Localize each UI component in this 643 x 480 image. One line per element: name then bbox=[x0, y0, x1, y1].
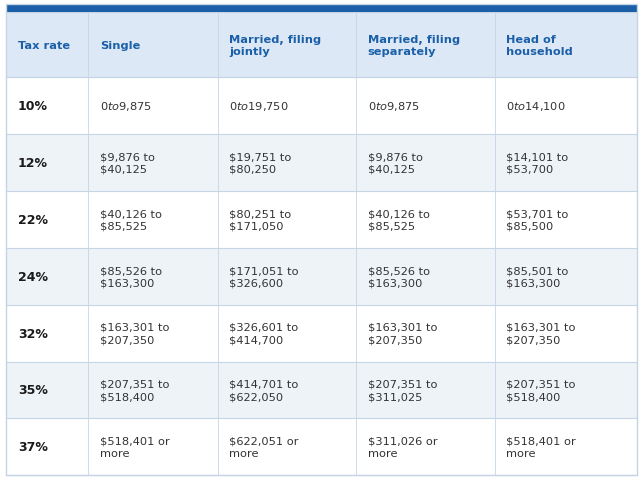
Bar bbox=[6, 305, 637, 362]
Bar bbox=[6, 419, 637, 475]
Text: $207,351 to
$311,025: $207,351 to $311,025 bbox=[368, 379, 437, 401]
Text: Single: Single bbox=[100, 41, 140, 51]
Text: 37%: 37% bbox=[18, 440, 48, 453]
Text: $518,401 or
more: $518,401 or more bbox=[506, 436, 576, 458]
Text: Tax rate: Tax rate bbox=[18, 41, 70, 51]
Text: 24%: 24% bbox=[18, 270, 48, 283]
Bar bbox=[6, 362, 637, 419]
Text: $0 to $14,100: $0 to $14,100 bbox=[506, 100, 566, 113]
Text: $40,126 to
$85,525: $40,126 to $85,525 bbox=[368, 209, 430, 231]
Text: 32%: 32% bbox=[18, 327, 48, 340]
Text: $53,701 to
$85,500: $53,701 to $85,500 bbox=[506, 209, 568, 231]
Text: $311,026 or
more: $311,026 or more bbox=[368, 436, 437, 458]
Text: $326,601 to
$414,700: $326,601 to $414,700 bbox=[229, 322, 298, 345]
Text: Head of
household: Head of household bbox=[506, 35, 573, 57]
Bar bbox=[6, 78, 637, 135]
Text: $207,351 to
$518,400: $207,351 to $518,400 bbox=[506, 379, 575, 401]
Text: $85,501 to
$163,300: $85,501 to $163,300 bbox=[506, 265, 568, 288]
Text: $171,051 to
$326,600: $171,051 to $326,600 bbox=[229, 265, 298, 288]
Text: Married, filing
separately: Married, filing separately bbox=[368, 35, 460, 57]
Text: $163,301 to
$207,350: $163,301 to $207,350 bbox=[506, 322, 575, 345]
Text: 35%: 35% bbox=[18, 384, 48, 396]
Bar bbox=[6, 13, 637, 78]
Text: $19,751 to
$80,250: $19,751 to $80,250 bbox=[229, 152, 291, 174]
Text: $518,401 or
more: $518,401 or more bbox=[100, 436, 170, 458]
Text: 22%: 22% bbox=[18, 214, 48, 227]
Text: 10%: 10% bbox=[18, 100, 48, 113]
Text: $14,101 to
$53,700: $14,101 to $53,700 bbox=[506, 152, 568, 174]
Text: $163,301 to
$207,350: $163,301 to $207,350 bbox=[100, 322, 169, 345]
Text: $85,526 to
$163,300: $85,526 to $163,300 bbox=[368, 265, 430, 288]
Text: $9,876 to
$40,125: $9,876 to $40,125 bbox=[100, 152, 155, 174]
Bar bbox=[6, 135, 637, 192]
Text: Married, filing
jointly: Married, filing jointly bbox=[229, 35, 321, 57]
Text: 12%: 12% bbox=[18, 157, 48, 170]
Text: $9,876 to
$40,125: $9,876 to $40,125 bbox=[368, 152, 422, 174]
Text: $207,351 to
$518,400: $207,351 to $518,400 bbox=[100, 379, 169, 401]
Text: $0 to $9,875: $0 to $9,875 bbox=[368, 100, 420, 113]
Text: $85,526 to
$163,300: $85,526 to $163,300 bbox=[100, 265, 162, 288]
Text: $0 to $9,875: $0 to $9,875 bbox=[100, 100, 152, 113]
Text: $40,126 to
$85,525: $40,126 to $85,525 bbox=[100, 209, 161, 231]
Text: $622,051 or
more: $622,051 or more bbox=[229, 436, 298, 458]
Bar bbox=[6, 248, 637, 305]
Text: $80,251 to
$171,050: $80,251 to $171,050 bbox=[229, 209, 291, 231]
Text: $414,701 to
$622,050: $414,701 to $622,050 bbox=[229, 379, 298, 401]
Bar bbox=[6, 5, 637, 13]
Text: $0 to $19,750: $0 to $19,750 bbox=[229, 100, 289, 113]
Text: $163,301 to
$207,350: $163,301 to $207,350 bbox=[368, 322, 437, 345]
Bar bbox=[6, 192, 637, 248]
